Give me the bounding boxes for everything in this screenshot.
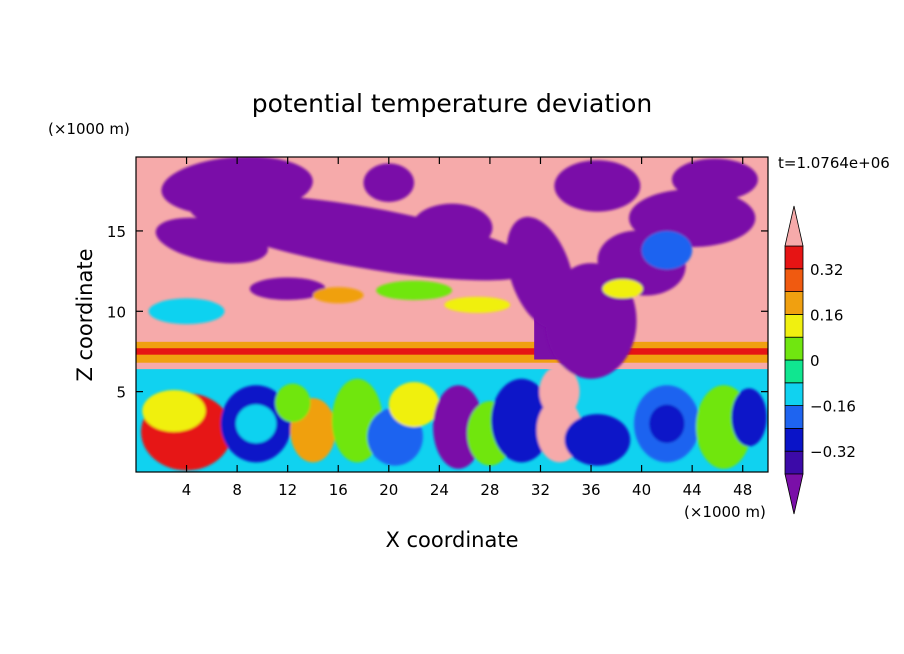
field-region: [155, 217, 268, 264]
field-region: [388, 382, 440, 427]
field-region: [554, 160, 641, 212]
field-region: [539, 365, 580, 418]
field-region: [161, 157, 313, 216]
y-tick-label: 10: [107, 303, 126, 321]
colorbar-band: [784, 382, 804, 406]
field-region: [148, 298, 225, 325]
x-tick-label: 36: [581, 481, 600, 499]
x-tick-label: 40: [632, 481, 651, 499]
colorbar: 0.32 0.16 0 −0.16 −0.32: [784, 205, 856, 515]
heatmap-field: [136, 157, 768, 472]
x-tick-label: 4: [182, 481, 192, 499]
field-region: [506, 216, 575, 329]
x-tick-label: 24: [430, 481, 449, 499]
colorbar-band: [784, 405, 804, 429]
colorbar-tick-label: −0.32: [810, 443, 856, 461]
x-tick-label: 20: [379, 481, 398, 499]
x-tick-label: 44: [683, 481, 702, 499]
colorbar-tick-label: 0.32: [810, 261, 843, 279]
field-region: [136, 348, 768, 355]
x-tick-label: 48: [733, 481, 752, 499]
colorbar-tick-label: −0.16: [810, 398, 856, 416]
field-region: [602, 279, 643, 299]
colorbar-band: [784, 313, 804, 338]
colorbar-tick-label: 0.16: [810, 306, 843, 324]
field-region: [731, 388, 767, 447]
field-region: [142, 390, 206, 432]
x-axis-label: X coordinate: [385, 528, 518, 552]
x-tick-label: 12: [278, 481, 297, 499]
x-tick-label: 8: [232, 481, 242, 499]
x-axis-ticks: 4 8 12 16 20 24 28 32 36 40 44 48: [182, 157, 752, 499]
field-region: [444, 296, 511, 313]
field-region: [235, 404, 277, 444]
x-tick-label: 32: [531, 481, 550, 499]
colorbar-over-triangle: [784, 205, 804, 247]
colorbar-tick-label: 0: [810, 352, 820, 370]
colorbar-band: [784, 245, 804, 270]
x-tick-label: 16: [329, 481, 348, 499]
y-unit-label: (×1000 m): [48, 120, 130, 138]
x-unit-label: (×1000 m): [684, 503, 766, 521]
y-tick-label: 5: [116, 384, 126, 402]
colorbar-band: [784, 291, 804, 315]
time-label: t=1.0764e+06: [778, 154, 890, 172]
y-axis-label: Z coordinate: [73, 248, 97, 381]
colorbar-band: [784, 359, 804, 384]
y-axis-ticks: 5 10 15: [107, 223, 768, 402]
colorbar-band: [784, 427, 804, 452]
field-region: [363, 163, 415, 202]
field-region: [275, 383, 311, 423]
field-region: [491, 378, 552, 463]
field-region: [312, 287, 364, 304]
colorbar-under-triangle: [784, 473, 804, 515]
chart-title: potential temperature deviation: [252, 89, 652, 118]
field-region: [189, 194, 538, 281]
field-region: [649, 404, 685, 444]
field-region: [376, 280, 452, 301]
field-region: [641, 230, 693, 270]
x-tick-label: 28: [480, 481, 499, 499]
y-tick-label: 15: [107, 223, 126, 241]
field-region: [249, 277, 326, 301]
colorbar-band: [784, 268, 804, 292]
field-region: [411, 203, 493, 252]
colorbar-band: [784, 450, 804, 475]
field-region: [564, 414, 631, 466]
field-region: [671, 158, 758, 201]
plot-frame: [135, 156, 769, 473]
colorbar-band: [784, 336, 804, 361]
